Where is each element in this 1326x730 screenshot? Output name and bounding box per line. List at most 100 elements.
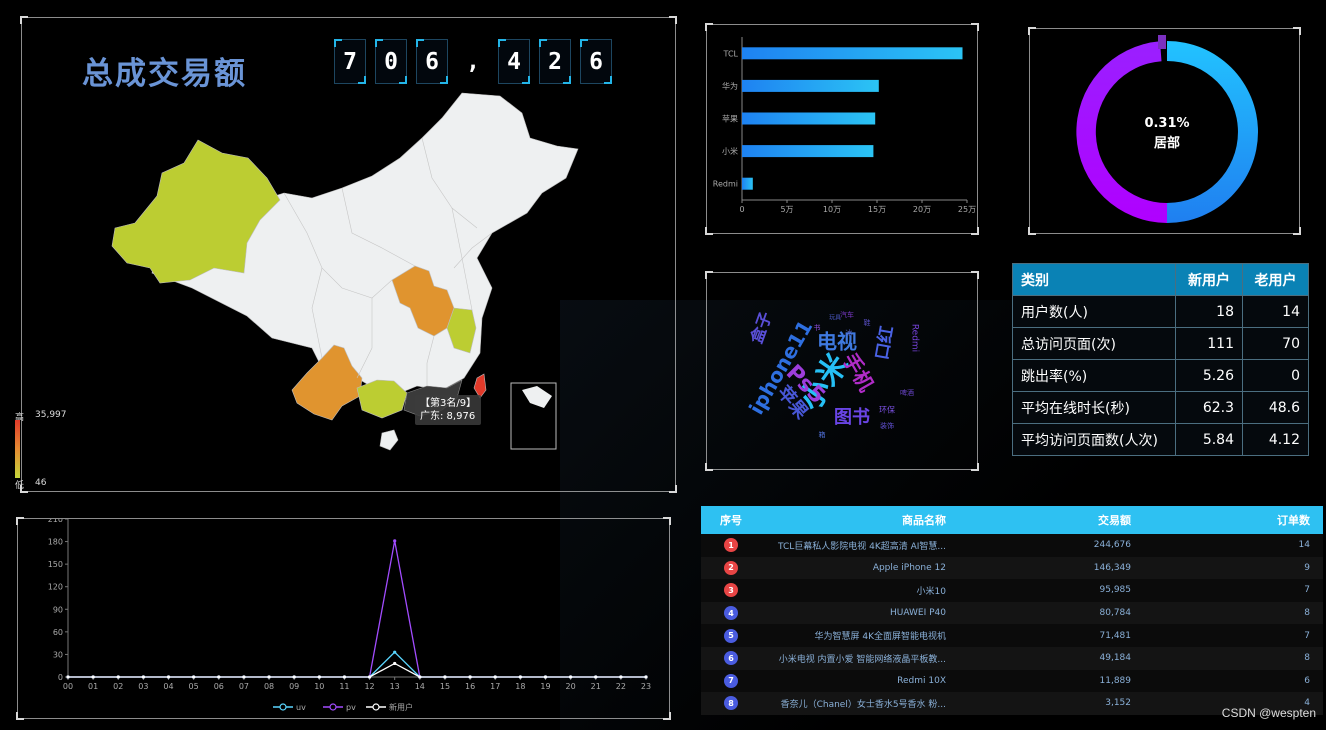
line-legend-label[interactable]: uv	[296, 703, 306, 712]
table-row[interactable]: 5 华为智慧屏 4K全面屏智能电视机 71,481 7	[701, 624, 1323, 647]
line-series-1[interactable]	[68, 540, 646, 678]
table-row[interactable]: 8 香奈儿（Chanel）女士香水5号香水 粉... 3,152 4	[701, 692, 1323, 715]
word-cloud-word[interactable]: Redmi	[910, 324, 920, 352]
line-point[interactable]	[192, 675, 196, 679]
hourly-line-chart-panel: 0 30 60 90 120 150 180 210 00 01 02 03 04 05 06 07 08 09 1…	[16, 515, 671, 720]
line-x-tick-label: 18	[515, 682, 525, 691]
line-point[interactable]	[91, 675, 95, 679]
counter-separator: ,	[466, 48, 480, 75]
donut-slice-blue[interactable]	[1167, 41, 1258, 223]
line-point[interactable]	[644, 675, 648, 679]
rank-product-name: 小米10	[916, 586, 946, 597]
line-legend-label[interactable]: 新用户	[389, 702, 413, 712]
word-cloud-word[interactable]: 箱	[819, 430, 826, 439]
line-point[interactable]	[116, 675, 120, 679]
word-cloud-word[interactable]: 盒子	[747, 309, 776, 346]
line-point[interactable]	[393, 661, 397, 666]
line-legend-marker[interactable]	[279, 703, 287, 711]
line-point[interactable]	[569, 675, 573, 679]
map-region-hainan[interactable]	[379, 429, 399, 451]
hourly-line-chart: 0 30 60 90 120 150 180 210 00 01 02 03 04 05 06 07 08 09 1…	[48, 515, 651, 712]
line-point[interactable]	[367, 675, 372, 679]
map-region-taiwan[interactable]	[473, 373, 487, 399]
line-point[interactable]	[468, 675, 472, 679]
line-legend-marker[interactable]	[372, 703, 380, 711]
rank-amount: 95,985	[1099, 585, 1132, 596]
word-cloud-word[interactable]: 啤酒	[900, 388, 914, 397]
line-point[interactable]	[242, 675, 246, 679]
line-point[interactable]	[518, 675, 522, 679]
legend-gradient-bar[interactable]	[15, 420, 20, 478]
line-legend-marker[interactable]	[329, 703, 337, 711]
rank-amount: 71,481	[1099, 630, 1132, 641]
line-point[interactable]	[393, 539, 397, 543]
bar-category-label: Redmi	[713, 180, 738, 189]
donut-slice-purple[interactable]	[1076, 41, 1167, 223]
panel-corner	[663, 517, 671, 525]
line-point[interactable]	[267, 675, 271, 679]
word-cloud-word[interactable]: 书	[814, 323, 821, 332]
table-row[interactable]: 3 小米10 95,985 7	[701, 579, 1323, 602]
line-point[interactable]	[493, 675, 497, 679]
line-x-tick-label: 12	[364, 682, 374, 691]
word-cloud-word[interactable]: 汽车	[840, 310, 854, 319]
rank-index-cell: 2	[701, 560, 761, 575]
panel-corner	[1028, 227, 1036, 235]
line-point[interactable]	[418, 675, 422, 679]
line-point[interactable]	[342, 675, 347, 679]
map-region-xinjiang[interactable]	[111, 139, 281, 284]
line-point[interactable]	[66, 675, 70, 679]
rank-product-name: HUAWEI P40	[890, 608, 946, 619]
word-cloud-word[interactable]: 玩具	[829, 315, 841, 322]
map-region-yunnan[interactable]	[291, 344, 363, 421]
rank-order-count: 8	[1304, 608, 1310, 619]
panel-corner	[1293, 27, 1301, 35]
legend-low-label: 低	[15, 481, 25, 491]
map-region-guangxi[interactable]	[356, 379, 408, 419]
bar-mark[interactable]	[742, 112, 876, 125]
line-y-tick-label: 60	[53, 628, 63, 637]
line-point[interactable]	[443, 675, 447, 679]
bar-mark[interactable]	[742, 177, 753, 190]
rank-badge: 7	[724, 673, 738, 688]
word-cloud-word[interactable]: 图书	[834, 407, 870, 428]
table-row[interactable]: 4 HUAWEI P40 80,784 8	[701, 601, 1323, 625]
word-cloud-word[interactable]: 电视	[817, 330, 857, 354]
line-point[interactable]	[543, 675, 548, 679]
table-row[interactable]: 6 小米电视 内置小爱 智能网络液晶平板教... 49,184 8	[701, 646, 1323, 670]
counter-digit: 0	[375, 39, 407, 84]
line-point[interactable]	[292, 675, 296, 679]
word-cloud-word[interactable]: 冰	[846, 328, 853, 337]
rank-amount: 11,889	[1099, 675, 1132, 686]
bar-mark[interactable]	[742, 145, 874, 158]
bar-mark[interactable]	[742, 47, 963, 60]
table-row[interactable]: 7 Redmi 10X 11,889 6	[701, 669, 1323, 693]
line-legend-label[interactable]: pv	[346, 703, 356, 712]
bar-x-tick-label: 5万	[780, 205, 793, 214]
line-point[interactable]	[217, 675, 221, 679]
word-cloud-word[interactable]: 口红	[871, 324, 898, 361]
word-cloud-word[interactable]: 装饰	[880, 421, 894, 430]
word-cloud-word[interactable]: 鞋	[864, 318, 871, 327]
rank-badge: 2	[724, 560, 738, 575]
table-cell: 62.3	[1175, 391, 1243, 424]
line-point[interactable]	[594, 675, 598, 679]
panel-corner	[1028, 27, 1036, 35]
donut-slice-small[interactable]	[1158, 35, 1166, 49]
table-row[interactable]: 1 TCL巨幕私人影院电视 4K超高清 AI智慧... 244,676 14	[701, 534, 1323, 557]
line-point[interactable]	[317, 675, 321, 679]
table-row[interactable]: 2 Apple iPhone 12 146,349 9	[701, 556, 1323, 580]
line-series-0[interactable]	[68, 651, 646, 678]
line-point[interactable]	[166, 675, 171, 679]
table-cell: 70	[1242, 327, 1309, 360]
line-point[interactable]	[141, 675, 145, 679]
visual-map-legend[interactable]: 高 35,997 低 46	[15, 410, 75, 491]
word-cloud-word[interactable]: 环保	[879, 405, 895, 415]
bar-mark[interactable]	[742, 79, 879, 92]
line-point[interactable]	[619, 675, 623, 679]
rank-header-name: 商品名称	[902, 514, 946, 527]
line-point[interactable]	[393, 650, 397, 654]
rank-badge: 8	[724, 696, 738, 711]
province-borders	[283, 137, 493, 386]
line-series-2[interactable]	[68, 662, 646, 678]
